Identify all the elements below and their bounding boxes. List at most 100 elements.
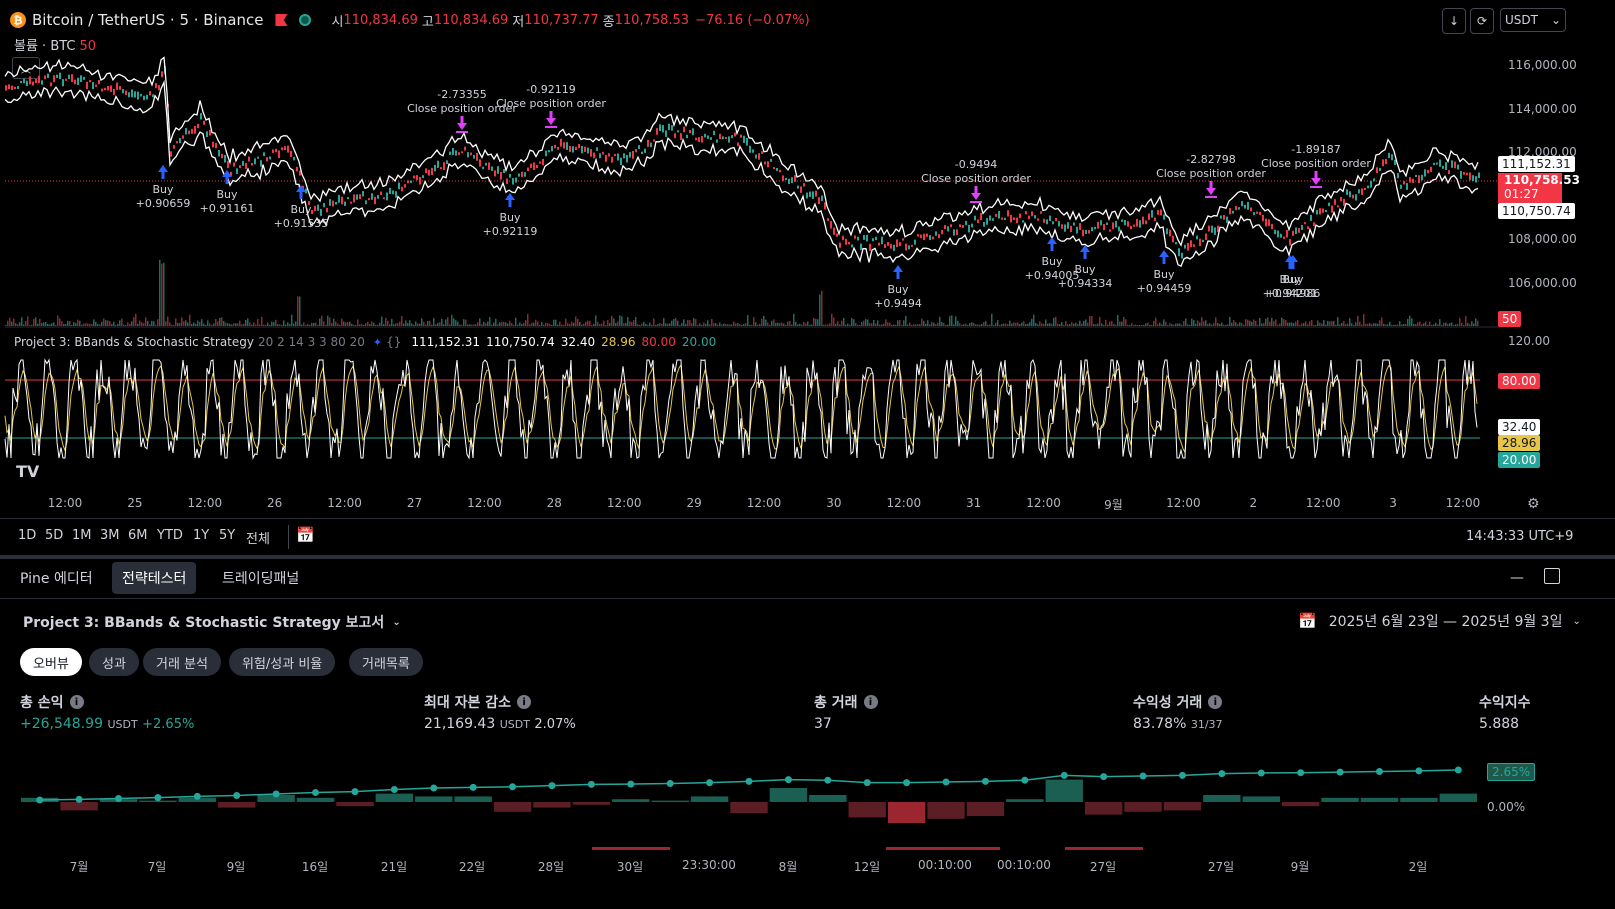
calendar-range-icon[interactable]: 📅 <box>296 526 315 544</box>
time-axis-label: 26 <box>267 496 283 510</box>
tab-pine-editor[interactable]: Pine 에디터 <box>20 571 93 587</box>
drawdown-value: 21,169.43 <box>424 716 496 732</box>
flag-icon[interactable] <box>275 14 288 26</box>
volume-bar <box>1447 323 1449 326</box>
volume-bar <box>1323 319 1325 326</box>
time-axis-label: 12:00 <box>47 496 83 510</box>
candle <box>407 180 409 184</box>
equity-axis-label: 8월 <box>778 860 798 874</box>
volume-bar <box>667 323 669 326</box>
range-button-1y[interactable]: 1Y <box>193 528 210 543</box>
candle <box>866 234 868 242</box>
buy-label: Buy <box>1153 268 1175 281</box>
candle <box>1409 177 1411 183</box>
subtab-overview[interactable]: 오버뷰 <box>20 648 82 676</box>
candle <box>1265 218 1267 227</box>
stoch-d-tag: 28.96 <box>1498 435 1541 451</box>
candle <box>188 130 190 135</box>
candle <box>83 76 85 80</box>
volume-bar <box>531 322 533 326</box>
candle <box>215 142 217 149</box>
volume-bar <box>1069 324 1071 326</box>
info-icon[interactable]: i <box>517 695 532 709</box>
minimize-icon[interactable]: — <box>1510 570 1524 586</box>
volume-bar <box>307 323 309 326</box>
volume-bar <box>1353 324 1355 326</box>
clock[interactable]: 14:43:33 UTC+9 <box>1466 529 1574 544</box>
candle <box>698 137 700 142</box>
drawdown-unit: USDT <box>499 718 530 731</box>
volume-bar <box>973 322 975 326</box>
candle <box>575 146 577 151</box>
source-code-icon[interactable]: {} <box>386 335 402 349</box>
candle <box>17 86 19 90</box>
range-button-6m[interactable]: 6M <box>128 528 148 543</box>
range-button-전체[interactable]: 전체 <box>246 532 270 547</box>
sparkle-icon[interactable]: ✦ <box>372 335 383 349</box>
candle <box>1238 207 1240 210</box>
tab-trading-panel[interactable]: 트레이딩패널 <box>222 571 300 587</box>
volume-bar <box>97 324 99 326</box>
time-axis-label: 12:00 <box>1445 496 1481 510</box>
candle <box>1208 225 1210 232</box>
refresh-icon[interactable]: ⟳ <box>1470 8 1494 34</box>
settings-gear-icon[interactable]: ⚙ <box>1527 496 1540 512</box>
volume-bar <box>725 323 727 326</box>
volume-bar <box>1281 317 1283 326</box>
range-button-5y[interactable]: 5Y <box>219 528 236 543</box>
candle <box>368 198 370 201</box>
candle <box>149 91 151 96</box>
info-icon[interactable]: i <box>863 695 878 709</box>
pnl-pct: +2.65% <box>142 717 195 732</box>
pnl-value: +26,548.99 <box>20 716 103 732</box>
volume-bar <box>1055 316 1057 326</box>
volume-bar <box>109 321 111 326</box>
volume-bar <box>873 319 875 326</box>
candle <box>137 91 139 100</box>
equity-point <box>1336 768 1344 776</box>
report-title-dropdown[interactable]: Project 3: BBands & Stochastic Strategy … <box>23 612 401 632</box>
currency-select[interactable]: USDT ⌄ <box>1500 8 1566 32</box>
volume-bar <box>47 323 49 326</box>
equity-chart[interactable] <box>0 740 1615 909</box>
info-icon[interactable]: i <box>69 695 84 709</box>
candle <box>1259 211 1261 216</box>
candle <box>350 201 352 204</box>
maximize-icon[interactable] <box>1544 568 1560 584</box>
metric-factor-value: 5.888 <box>1479 716 1520 732</box>
download-icon[interactable]: ↓ <box>1442 8 1466 34</box>
range-button-5d[interactable]: 5D <box>45 528 64 543</box>
volume-bar <box>663 318 665 326</box>
range-button-1d[interactable]: 1D <box>18 528 37 543</box>
volume-bar <box>1029 322 1031 326</box>
candle <box>1187 242 1189 251</box>
tab-strategy-tester[interactable]: 전략테스터 <box>112 562 197 594</box>
volume-bar <box>1003 323 1005 326</box>
candle <box>194 126 196 134</box>
subtab-trade-analysis[interactable]: 거래 분석 <box>143 648 221 676</box>
date-range-selector[interactable]: 📅 2025년 6월 23일 — 2025년 9월 3일 ⌄ <box>1298 611 1581 631</box>
range-button-1m[interactable]: 1M <box>72 528 92 543</box>
volume-bar <box>583 323 585 326</box>
subtab-performance[interactable]: 성과 <box>89 648 139 676</box>
volume-bar <box>219 317 221 326</box>
indicator-legend[interactable]: Project 3: BBands & Stochastic Strategy … <box>14 335 716 349</box>
info-icon[interactable]: i <box>1208 695 1223 709</box>
candle <box>38 75 40 84</box>
price-chart[interactable] <box>0 0 1615 520</box>
volume-bar <box>1167 324 1169 326</box>
subtab-trade-list[interactable]: 거래목록 <box>349 648 423 676</box>
volume-bar <box>817 319 819 326</box>
candle <box>1253 212 1255 216</box>
symbol-title[interactable]: Bitcoin / TetherUS · 5 · Binance <box>32 11 264 29</box>
range-button-ytd[interactable]: YTD <box>157 528 183 543</box>
volume-bar <box>1235 322 1237 326</box>
volume-bar <box>177 322 179 326</box>
subtab-risk-ratios[interactable]: 위험/성과 비율 <box>229 648 336 676</box>
equity-point <box>548 782 556 790</box>
range-button-3m[interactable]: 3M <box>100 528 120 543</box>
volume-bar <box>857 324 859 326</box>
volume-bar <box>919 324 921 326</box>
candle <box>416 175 418 181</box>
volume-bar <box>385 317 387 326</box>
